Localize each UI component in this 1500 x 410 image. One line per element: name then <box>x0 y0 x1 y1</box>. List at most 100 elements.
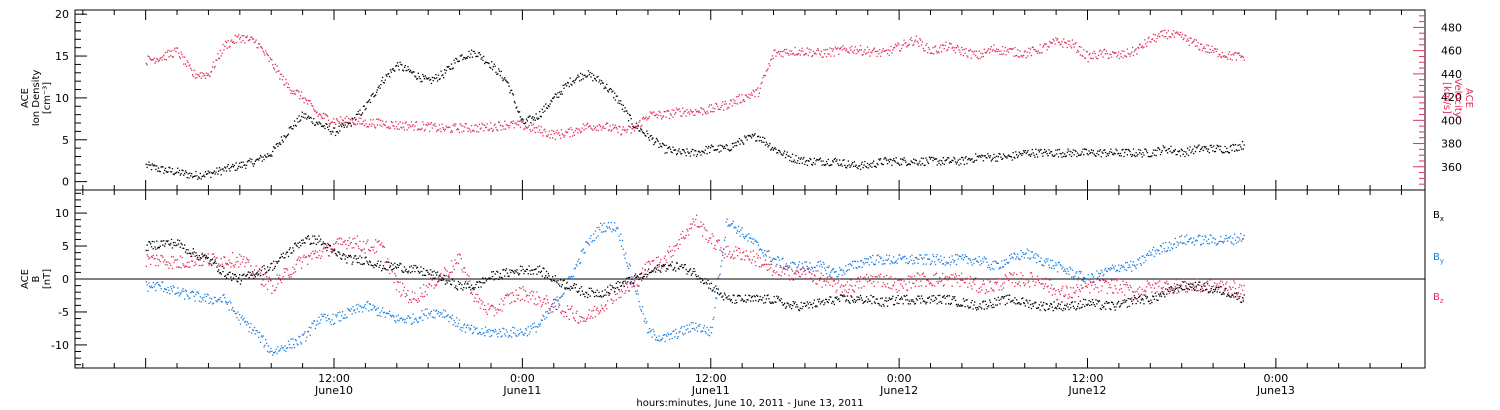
by-point <box>164 288 166 290</box>
by-point <box>525 327 527 330</box>
bz-point <box>742 252 744 254</box>
velocity-point <box>342 120 344 122</box>
bz-point <box>1072 287 1074 289</box>
bz-point <box>1118 278 1120 280</box>
bz-point <box>338 238 340 240</box>
density-point <box>946 158 948 161</box>
by-point <box>246 321 249 323</box>
density-point <box>442 74 444 76</box>
bz-point <box>200 264 202 267</box>
bz-point <box>766 269 768 271</box>
density-point <box>929 158 931 160</box>
by-point <box>633 284 635 286</box>
bz-point <box>1064 294 1067 296</box>
density-point <box>1002 153 1005 155</box>
velocity-point <box>164 51 167 54</box>
by-point <box>1118 264 1120 266</box>
velocity-point <box>1163 36 1165 38</box>
bz-point <box>1117 292 1119 294</box>
density-point <box>758 140 760 142</box>
velocity-point <box>950 43 952 45</box>
by-point <box>236 316 238 319</box>
bz-point <box>366 241 368 243</box>
density-point <box>1047 155 1049 157</box>
by-point <box>341 311 344 313</box>
density-point <box>194 175 196 177</box>
density-point <box>1126 154 1128 156</box>
by-point <box>183 290 185 293</box>
by-point <box>293 343 295 346</box>
bz-point <box>1029 286 1031 288</box>
bz-point <box>597 310 599 312</box>
bz-point <box>889 287 891 289</box>
by-point <box>402 319 404 321</box>
velocity-point <box>1123 50 1125 52</box>
velocity-point <box>1019 50 1021 52</box>
velocity-point <box>1173 36 1176 38</box>
by-point <box>543 316 545 318</box>
by-point <box>737 225 740 227</box>
velocity-point <box>164 58 166 61</box>
density-point <box>818 158 821 160</box>
bz-point <box>644 263 646 265</box>
density-point <box>767 146 769 148</box>
velocity-point <box>982 53 984 55</box>
density-point <box>1034 156 1036 158</box>
density-point <box>799 158 801 160</box>
bz-point <box>488 309 490 311</box>
bz-point <box>920 280 922 282</box>
velocity-point <box>302 97 304 99</box>
density-point <box>739 143 741 145</box>
by-point <box>725 221 727 223</box>
bz-point <box>166 264 168 266</box>
velocity-point <box>636 124 638 126</box>
bz-point <box>523 289 525 291</box>
density-point <box>577 74 579 76</box>
by-point <box>568 276 570 278</box>
bz-point <box>446 270 448 272</box>
density-point <box>1096 152 1098 155</box>
bz-point <box>484 308 487 311</box>
density-point <box>874 165 876 167</box>
by-point <box>478 331 481 333</box>
by-point <box>1193 244 1196 246</box>
velocity-point <box>589 125 591 127</box>
velocity-point <box>930 52 932 54</box>
velocity-point <box>682 107 684 109</box>
density-point <box>633 126 635 128</box>
bz-point <box>428 282 430 285</box>
bz-point <box>619 290 621 293</box>
velocity-point <box>777 51 779 54</box>
velocity-point <box>348 117 350 120</box>
velocity-point <box>1129 55 1131 57</box>
by-point <box>851 265 853 267</box>
velocity-point <box>1066 46 1068 49</box>
density-point <box>821 164 823 166</box>
density-point <box>988 155 990 157</box>
by-point <box>334 314 337 316</box>
density-point <box>203 174 205 176</box>
density-point <box>272 150 274 153</box>
density-point <box>1124 151 1126 154</box>
velocity-point <box>515 122 517 124</box>
density-point <box>1122 148 1124 151</box>
density-point <box>348 123 350 125</box>
density-point <box>413 71 415 73</box>
bz-point <box>265 283 267 286</box>
velocity-point <box>523 128 525 131</box>
bz-point <box>520 287 522 290</box>
density-point <box>1041 152 1043 155</box>
bz-point <box>828 275 830 278</box>
bz-point <box>374 252 376 254</box>
density-point <box>356 113 358 115</box>
by-point <box>1066 268 1068 270</box>
density-point <box>745 136 747 138</box>
density-point <box>479 54 481 56</box>
velocity-point <box>331 121 333 123</box>
density-point <box>482 59 484 61</box>
bz-point <box>753 256 755 258</box>
density-point <box>681 152 683 155</box>
by-point <box>606 225 608 228</box>
by-point <box>1207 242 1209 245</box>
velocity-point <box>992 49 994 51</box>
